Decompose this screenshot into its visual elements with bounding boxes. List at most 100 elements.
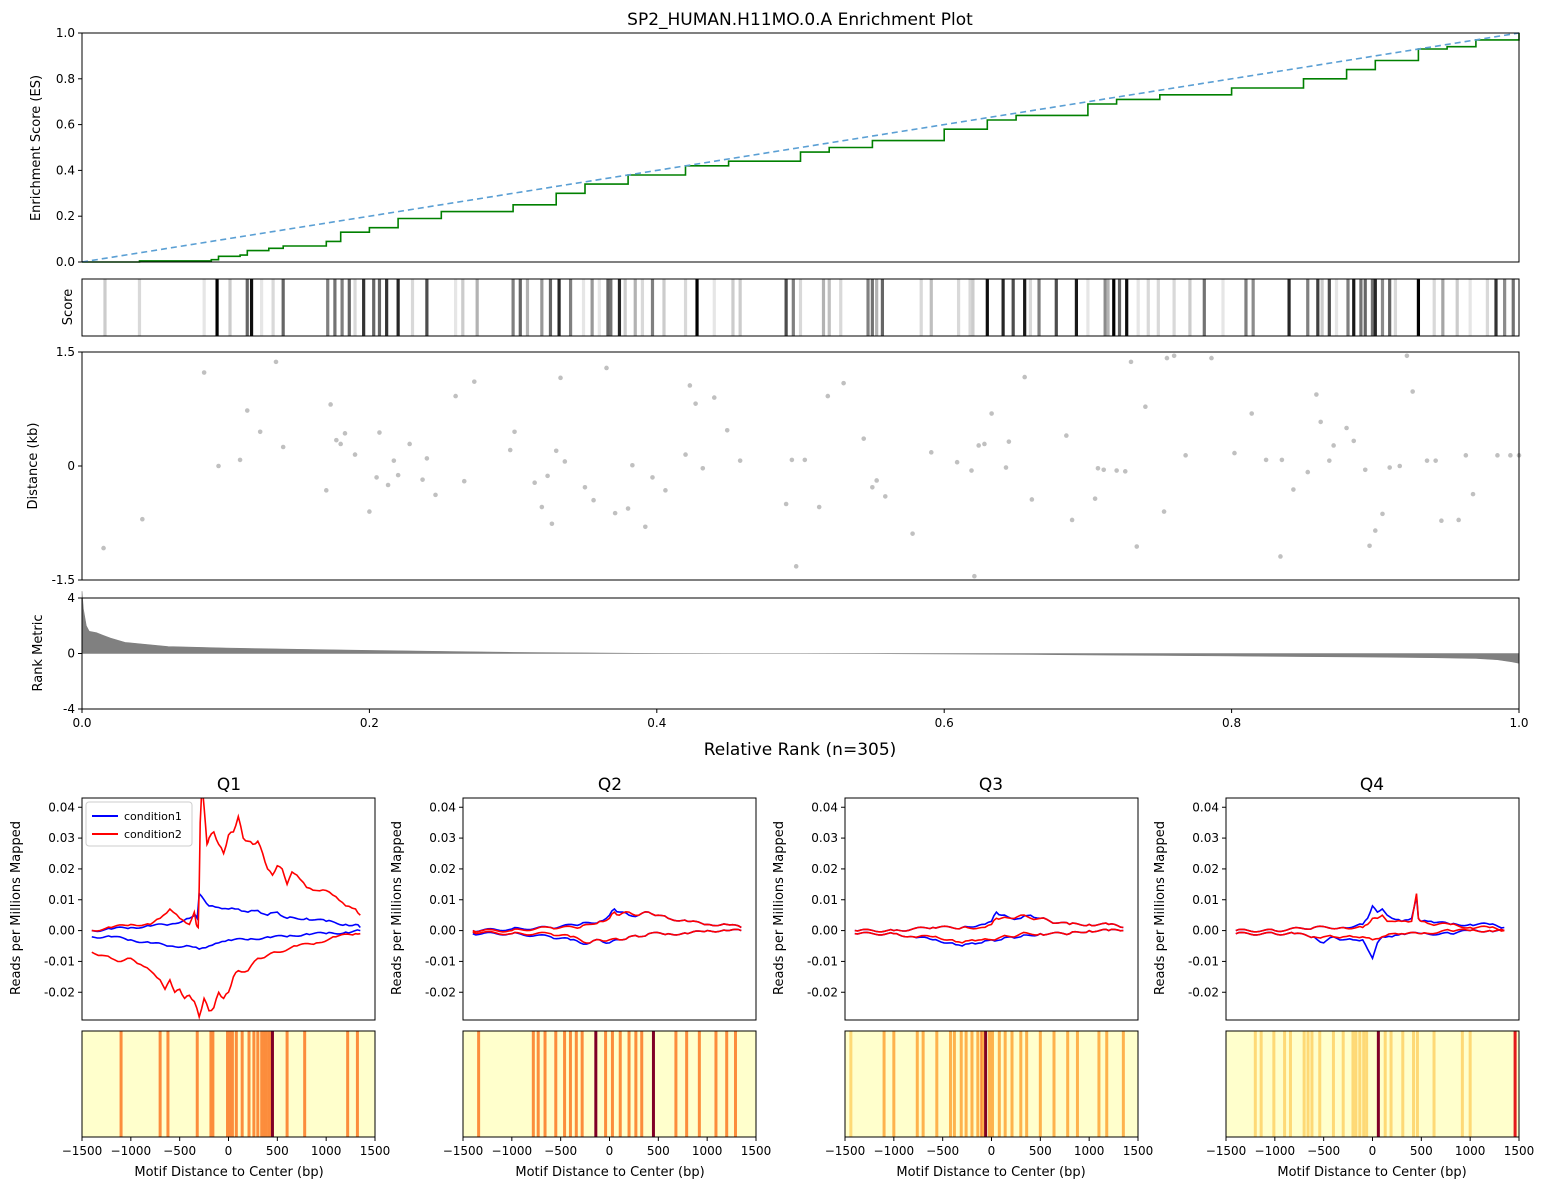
q2-ylabel: Reads per Millions Mapped xyxy=(390,821,405,995)
score-bar xyxy=(540,279,544,336)
distance-point xyxy=(453,393,458,399)
distance-point xyxy=(972,573,977,579)
score-bar xyxy=(1363,279,1367,336)
distance-point xyxy=(910,531,915,536)
q2-motif-line xyxy=(640,1031,644,1137)
distance-point xyxy=(507,447,513,453)
q4-motif-line xyxy=(1376,1031,1380,1137)
distance-point xyxy=(841,380,846,386)
distance-point xyxy=(1344,425,1349,431)
q3-motif-line xyxy=(1038,1031,1042,1137)
score-bar xyxy=(548,279,553,336)
q1-ytick-label: -0.02 xyxy=(44,985,75,999)
q2-motif-line xyxy=(604,1031,608,1137)
es-ytick-label: 1.0 xyxy=(56,26,75,40)
distance-point xyxy=(1143,404,1148,410)
distance-point xyxy=(711,395,717,400)
score-bar xyxy=(271,279,275,336)
q4-motif-line xyxy=(1306,1031,1310,1137)
score-bar xyxy=(333,279,337,336)
distance-point xyxy=(374,475,379,480)
es-ytick-label: 0.6 xyxy=(56,118,75,132)
q3-xtick-label: −1000 xyxy=(874,1144,915,1158)
q3-motif-line xyxy=(882,1031,886,1137)
q3-motif-line xyxy=(849,1031,853,1137)
rank-xlabel: Relative Rank (n=305) xyxy=(704,740,897,760)
distance-point xyxy=(870,484,875,490)
score-bar xyxy=(425,279,429,336)
q4-motif-line xyxy=(1341,1031,1345,1137)
q2-signal-frame xyxy=(462,797,757,1021)
q1-title: Q1 xyxy=(217,775,241,795)
q1-xtick-label: 1000 xyxy=(311,1144,342,1158)
score-bar xyxy=(347,279,351,336)
distance-point xyxy=(1387,465,1392,470)
q1-xtick-label: −1500 xyxy=(62,1144,103,1158)
q1-motif-line xyxy=(303,1031,307,1137)
distance-point xyxy=(874,478,879,483)
score-bar xyxy=(617,279,622,336)
q2-title: Q2 xyxy=(598,775,622,795)
q3-motif-line xyxy=(1066,1031,1070,1137)
rank-xtick-label: 0.2 xyxy=(360,716,379,730)
distance-point xyxy=(1095,465,1101,471)
score-bar xyxy=(1106,279,1110,336)
distance-point xyxy=(1209,355,1214,361)
q1-ytick-label: 0.04 xyxy=(48,800,75,814)
q1-xtick-label: 0 xyxy=(225,1144,233,1158)
score-bar xyxy=(385,279,389,336)
score-bar xyxy=(1432,279,1436,336)
q2-motif-line xyxy=(651,1031,655,1137)
rank-xtick-label: 1.0 xyxy=(1509,716,1528,730)
distance-point xyxy=(1331,443,1336,448)
q3-motif-line xyxy=(1019,1031,1023,1137)
score-bar xyxy=(1156,279,1160,336)
q4-motif-line xyxy=(1401,1031,1405,1137)
q4-ytick-label: 0.03 xyxy=(1192,831,1219,845)
score-bar xyxy=(1327,279,1331,336)
q2-motif-line xyxy=(594,1031,598,1137)
distance-point xyxy=(1006,439,1012,444)
q3-motif-line xyxy=(970,1031,974,1137)
distance-point xyxy=(783,501,789,507)
distance-point xyxy=(1183,453,1188,458)
score-bar xyxy=(968,279,972,336)
q3-xlabel: Motif Distance to Center (bp) xyxy=(896,1165,1085,1180)
score-bar xyxy=(137,279,142,336)
q1-motif-line xyxy=(267,1031,271,1137)
distance-point xyxy=(1003,465,1009,470)
q3-title: Q3 xyxy=(979,775,1003,795)
rank-xtick-label: 0.0 xyxy=(72,716,91,730)
q2-ytick-label: -0.01 xyxy=(425,954,456,968)
distance-point xyxy=(802,457,808,463)
distance-point xyxy=(395,472,401,478)
es-ytick-label: 0.0 xyxy=(56,255,75,269)
distance-point xyxy=(724,427,730,433)
distance-point xyxy=(377,430,382,435)
score-bar xyxy=(475,279,479,336)
q1-motif-line xyxy=(260,1031,264,1137)
q1-motif-line xyxy=(211,1031,215,1137)
distance-point xyxy=(1424,458,1430,463)
q2-motif-line xyxy=(543,1031,547,1137)
q3-c2_neg-line xyxy=(854,928,1124,944)
q4-xtick-label: 0 xyxy=(1369,1144,1377,1158)
score-bar xyxy=(511,279,515,336)
distance-point xyxy=(545,473,550,479)
score-bar xyxy=(919,279,923,336)
es-ytick-label: 0.8 xyxy=(56,72,75,86)
q4-motif-line xyxy=(1351,1031,1355,1137)
q4-motif-line xyxy=(1468,1031,1472,1137)
q3-signal-frame xyxy=(844,797,1139,1021)
q4-motif-line xyxy=(1310,1031,1314,1137)
q3-xtick-label: 1500 xyxy=(1123,1144,1154,1158)
q2-motif-line xyxy=(634,1031,638,1137)
q1-ytick-label: -0.01 xyxy=(44,954,75,968)
q4-xtick-label: 500 xyxy=(1410,1144,1433,1158)
distance-point xyxy=(1351,438,1357,444)
score-bar xyxy=(1251,279,1255,336)
score-bar xyxy=(798,279,803,336)
distance-point xyxy=(687,383,693,388)
score-bar xyxy=(581,279,586,336)
distance-point xyxy=(1092,496,1098,501)
